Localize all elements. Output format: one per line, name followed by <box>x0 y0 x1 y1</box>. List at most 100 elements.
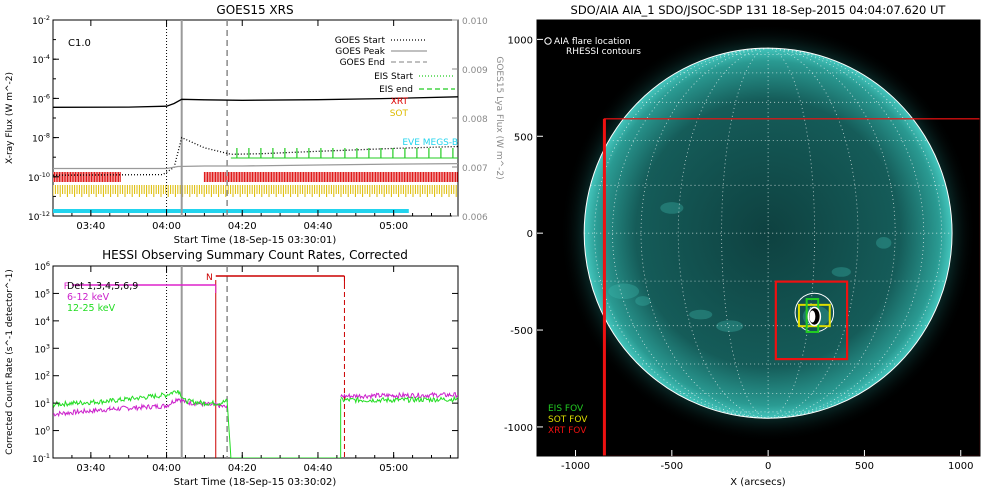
goes-y-tick-label: 10-6 <box>32 92 50 105</box>
hessi-panel: HESSI Observing Summary Count Rates, Cor… <box>5 248 459 488</box>
aia-y-tick-label: 1000 <box>508 35 533 46</box>
hessi-flag-label: F <box>64 282 69 292</box>
goes-y2-tick-label: 0.009 <box>462 66 488 76</box>
goes-y-tick-label: 10-8 <box>32 132 50 145</box>
goes-series-3 <box>53 162 458 170</box>
hessi-plot-area: FN <box>53 266 458 458</box>
aia-legend-rhessi-contours: RHESSI contours <box>566 47 641 57</box>
hessi-y-tick-label: 102 <box>34 370 50 383</box>
goes-legend-label: GOES Peak <box>335 47 385 57</box>
active-region-glow <box>660 202 684 214</box>
hessi-y-tick-label: 105 <box>34 287 50 300</box>
goes-y2-tick-label: 0.010 <box>462 17 488 27</box>
aia-image-area <box>560 24 980 456</box>
hessi-y-tick-label: 100 <box>34 425 50 438</box>
goes-flare-class: C1.0 <box>68 38 91 49</box>
aia-image-panel: SDO/AIA AIA_1 SDO/JSOC-SDP 131 18-Sep-20… <box>504 3 981 488</box>
active-region-glow <box>716 320 744 332</box>
goes-x-tick-label: 04:20 <box>228 221 257 232</box>
hessi-x-axis-label: Start Time (18-Sep-15 03:30:02) <box>174 477 337 488</box>
goes-legend-label: EIS Start <box>374 72 413 82</box>
hessi-flag-label: N <box>206 273 213 283</box>
aia-flare-location-symbol <box>544 37 552 45</box>
active-region-glow <box>831 267 851 277</box>
goes-x-tick-label: 04:40 <box>304 221 333 232</box>
hessi-legend-label: 12-25 keV <box>67 303 116 314</box>
goes-x-tick-label: 05:00 <box>379 221 408 232</box>
active-region-glow <box>608 283 640 300</box>
goes-legend-label: SOT <box>390 109 409 119</box>
aia-legend-fov: EIS FOV <box>548 404 584 414</box>
hessi-x-tick-label: 03:40 <box>76 463 105 474</box>
goes-series-1 <box>53 96 458 108</box>
goes-x-tick-label: 04:00 <box>152 221 181 232</box>
longitude-grid <box>594 47 942 419</box>
goes-y-tick-label: 10-12 <box>28 210 50 223</box>
hessi-legend-label: Det 1,3,4,5,6,9 <box>67 281 138 292</box>
aia-flare-kernel <box>809 310 816 323</box>
hessi-x-tick-label: 04:40 <box>304 463 333 474</box>
hessi-x-tick-label: 05:00 <box>379 463 408 474</box>
hessi-x-tick-label: 04:20 <box>228 463 257 474</box>
hessi-title: HESSI Observing Summary Count Rates, Cor… <box>102 248 408 262</box>
aia-title: SDO/AIA AIA_1 SDO/JSOC-SDP 131 18-Sep-20… <box>571 3 947 17</box>
xrt-coverage-ticks <box>53 172 121 182</box>
goes-y-axis-label: X-ray Flux (W m^-2) <box>5 72 15 164</box>
aia-x-tick-label: -500 <box>660 461 683 472</box>
goes-title: GOES15 XRS <box>216 3 293 17</box>
goes-y-tick-label: 10-10 <box>28 171 50 184</box>
eve-megs-b-bar <box>53 209 409 213</box>
hessi-series-3 <box>340 391 458 400</box>
goes-y-tick-label: 10-2 <box>32 14 50 27</box>
aia-axes: -1000 -500 0 500 1000 1000 500 0 -500 -1000 <box>504 35 974 472</box>
aia-x-tick-label: 1000 <box>948 461 973 472</box>
goes-x-axis-label: Start Time (18-Sep-15 03:30:01) <box>174 235 337 246</box>
goes-legend-label: GOES End <box>340 58 385 68</box>
hessi-legend-label: 6-12 keV <box>67 292 110 303</box>
goes-axes: 10-12 10-10 10-8 10-6 10-4 10-2 0.006 0.007 0.00… <box>28 14 488 232</box>
aia-legend-fov: SOT FOV <box>548 415 588 425</box>
aia-y-tick-label: 500 <box>514 132 533 143</box>
goes-legend-label: EIS end <box>379 85 413 95</box>
hessi-y-tick-label: 10-1 <box>32 452 50 465</box>
goes-y2-tick-label: 0.007 <box>462 164 488 174</box>
sot-coverage-ticks <box>53 185 457 197</box>
eis-raster-ticks <box>236 148 454 158</box>
hessi-series-2 <box>53 389 341 458</box>
goes-xrs-panel: GOES15 XRS 10-12 10-10 10-8 10-6 10-4 10-2 0.0… <box>5 3 504 246</box>
hessi-y-tick-label: 104 <box>34 315 50 328</box>
aia-x-tick-label: -1000 <box>561 461 590 472</box>
xrt-coverage-ticks <box>203 172 458 182</box>
goes-x-tick-label: 03:40 <box>76 221 105 232</box>
aia-x-tick-label: 0 <box>765 461 771 472</box>
goes-plot-area <box>53 20 458 216</box>
hessi-series-4 <box>340 395 458 405</box>
aia-y-tick-label: 0 <box>527 229 533 240</box>
hessi-y-tick-label: 101 <box>34 397 50 410</box>
goes-legend-label: EVE MEGS-B <box>402 138 458 148</box>
goes-series-2 <box>53 136 458 176</box>
hessi-y-axis-label: Corrected Count Rate (s^-1 detector^-1) <box>5 269 15 455</box>
goes-legend-label: XRT <box>391 97 409 107</box>
hessi-y-tick-label: 106 <box>34 260 50 273</box>
active-region-glow <box>635 296 651 306</box>
goes-y2-tick-label: 0.006 <box>462 213 488 223</box>
hessi-x-tick-label: 04:00 <box>152 463 181 474</box>
aia-y-tick-label: -500 <box>510 326 533 337</box>
aia-y-tick-label: -1000 <box>504 423 533 434</box>
hessi-axes: 10-1 100 101 102 103 104 105 106 03:40 04:00 04:20… <box>32 260 458 474</box>
xrt-fov-small <box>774 280 849 361</box>
hessi-plot-frame <box>52 265 459 459</box>
solar-disk <box>584 48 953 419</box>
solar-limb <box>583 47 953 419</box>
goes-y2-tick-label: 0.008 <box>462 115 488 125</box>
goes-legend-label: GOES Start <box>335 36 386 46</box>
goes-y2-axis-label: GOES15 Lya Flux (W m^-2) <box>494 56 504 179</box>
aia-legend-fov: XRT FOV <box>548 426 587 436</box>
aia-legend-flare-location: AIA flare location <box>554 37 631 47</box>
